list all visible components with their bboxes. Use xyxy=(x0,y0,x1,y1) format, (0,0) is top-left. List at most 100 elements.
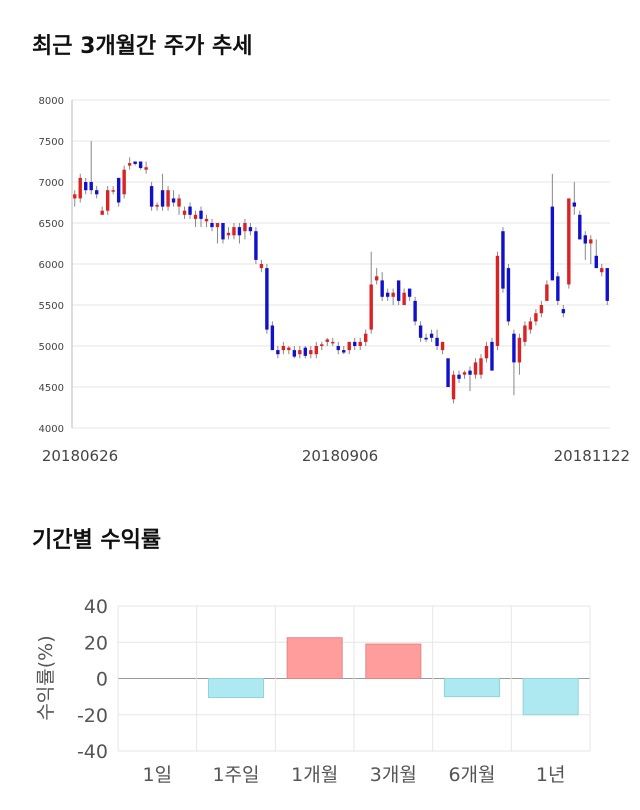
candle-body xyxy=(331,341,335,344)
bar-5 xyxy=(443,678,501,698)
candle-body xyxy=(353,341,357,346)
candle-body xyxy=(358,341,362,346)
candle-body xyxy=(111,190,115,192)
bar-x-tick-label: 1주일 xyxy=(212,764,259,786)
candle-body xyxy=(539,305,544,314)
bar-x-tick-label: 1개월 xyxy=(291,764,338,786)
candle-body xyxy=(320,344,324,346)
candle-body xyxy=(287,347,291,351)
candle-body xyxy=(204,218,209,222)
candle-body xyxy=(413,300,417,322)
candle-body xyxy=(440,341,445,351)
candle-body xyxy=(144,167,148,170)
candle-body xyxy=(501,231,505,289)
candle-body xyxy=(166,190,170,207)
candle-y-tick-label: 6000 xyxy=(39,260,64,271)
bar-y-axis-label: 수익률(%) xyxy=(35,635,57,720)
candle-body xyxy=(265,268,269,330)
candle-body xyxy=(369,284,373,330)
bar-2 xyxy=(207,678,265,699)
candle-body xyxy=(391,292,395,297)
candle-body xyxy=(429,333,434,338)
candle-body xyxy=(374,276,379,281)
candle-body xyxy=(78,177,82,199)
candle-body xyxy=(534,313,538,322)
candle-body xyxy=(210,223,214,228)
candle-body xyxy=(561,309,566,314)
candle-body xyxy=(221,223,225,240)
candle-body xyxy=(298,350,302,355)
candle-body xyxy=(116,177,121,203)
candle-body xyxy=(364,333,368,342)
candle-body xyxy=(396,280,401,301)
candle-body xyxy=(226,232,231,236)
candle-body xyxy=(155,204,159,207)
candle-body xyxy=(95,190,99,195)
candle-body xyxy=(100,210,104,215)
candle-body xyxy=(127,163,132,166)
candle-body xyxy=(232,227,236,236)
candle-body xyxy=(490,341,494,371)
bar-y-tick-label: -20 xyxy=(77,705,108,727)
bar-grid xyxy=(117,605,591,752)
candle-body xyxy=(583,235,587,244)
candle-y-tick-label: 7500 xyxy=(39,137,64,148)
candle-body xyxy=(160,190,165,207)
candle-body xyxy=(462,372,467,375)
candle-body xyxy=(177,198,181,207)
candle-marks xyxy=(73,141,609,404)
candle-body xyxy=(276,350,280,355)
bar-marks xyxy=(207,637,579,716)
candle-body xyxy=(248,227,253,232)
candle-x-tick-label: 20180906 xyxy=(302,447,378,465)
candle-body xyxy=(182,210,187,215)
candle-x-tick-label: 20181122 xyxy=(554,447,630,465)
candle-body xyxy=(495,255,500,346)
candle-body xyxy=(556,276,560,301)
candle-body xyxy=(336,346,340,351)
candle-grid xyxy=(71,99,610,429)
candle-body xyxy=(342,350,346,353)
candle-body xyxy=(73,194,77,199)
candle-body xyxy=(314,346,318,355)
candle-body xyxy=(479,358,483,375)
candle-body xyxy=(138,161,143,169)
candle-y-tick-label: 7000 xyxy=(39,178,64,189)
bar-x-tick-label: 3개월 xyxy=(370,764,417,786)
bar-x-tick-label: 6개월 xyxy=(448,764,495,786)
candle-y-tick-label: 6500 xyxy=(39,219,64,230)
candle-body xyxy=(243,223,247,232)
candle-body xyxy=(385,292,390,297)
candle-body xyxy=(254,231,258,260)
candle-body xyxy=(545,284,549,301)
candle-body xyxy=(270,325,275,351)
candle-body xyxy=(281,346,286,351)
candle-body xyxy=(506,268,511,322)
candle-body xyxy=(105,190,110,211)
stock-trend-title: 최근 3개월간 주가 추세 xyxy=(32,34,253,59)
candle-body xyxy=(325,339,329,342)
candle-body xyxy=(424,337,428,340)
bar-x-tick-label: 1일 xyxy=(143,764,173,786)
candle-body xyxy=(446,358,450,387)
candle-body xyxy=(605,268,609,301)
candle-body xyxy=(347,341,351,351)
candle-body xyxy=(309,350,313,355)
candle-y-tick-label: 4000 xyxy=(39,424,64,435)
candle-body xyxy=(550,206,555,281)
candle-body xyxy=(171,198,176,203)
candle-body xyxy=(89,182,93,191)
candle-body xyxy=(259,264,264,269)
candle-x-ticks: 20180626 20180906 20181122 xyxy=(42,447,630,465)
candle-body xyxy=(468,370,472,375)
bar-x-tick-label: 1년 xyxy=(536,764,566,786)
candle-y-tick-label: 5500 xyxy=(39,301,64,312)
candle-body xyxy=(402,292,406,305)
candle-y-ticks: 8000 7500 7000 6500 6000 5500 5000 4500 4000 xyxy=(39,96,64,435)
candle-body xyxy=(572,202,577,207)
candle-body xyxy=(292,350,297,357)
bar-x-ticks: 1일 1주일 1개월 3개월 6개월 1년 xyxy=(143,764,566,786)
candle-body xyxy=(473,362,478,375)
candle-body xyxy=(457,374,461,379)
candle-body xyxy=(149,186,154,207)
